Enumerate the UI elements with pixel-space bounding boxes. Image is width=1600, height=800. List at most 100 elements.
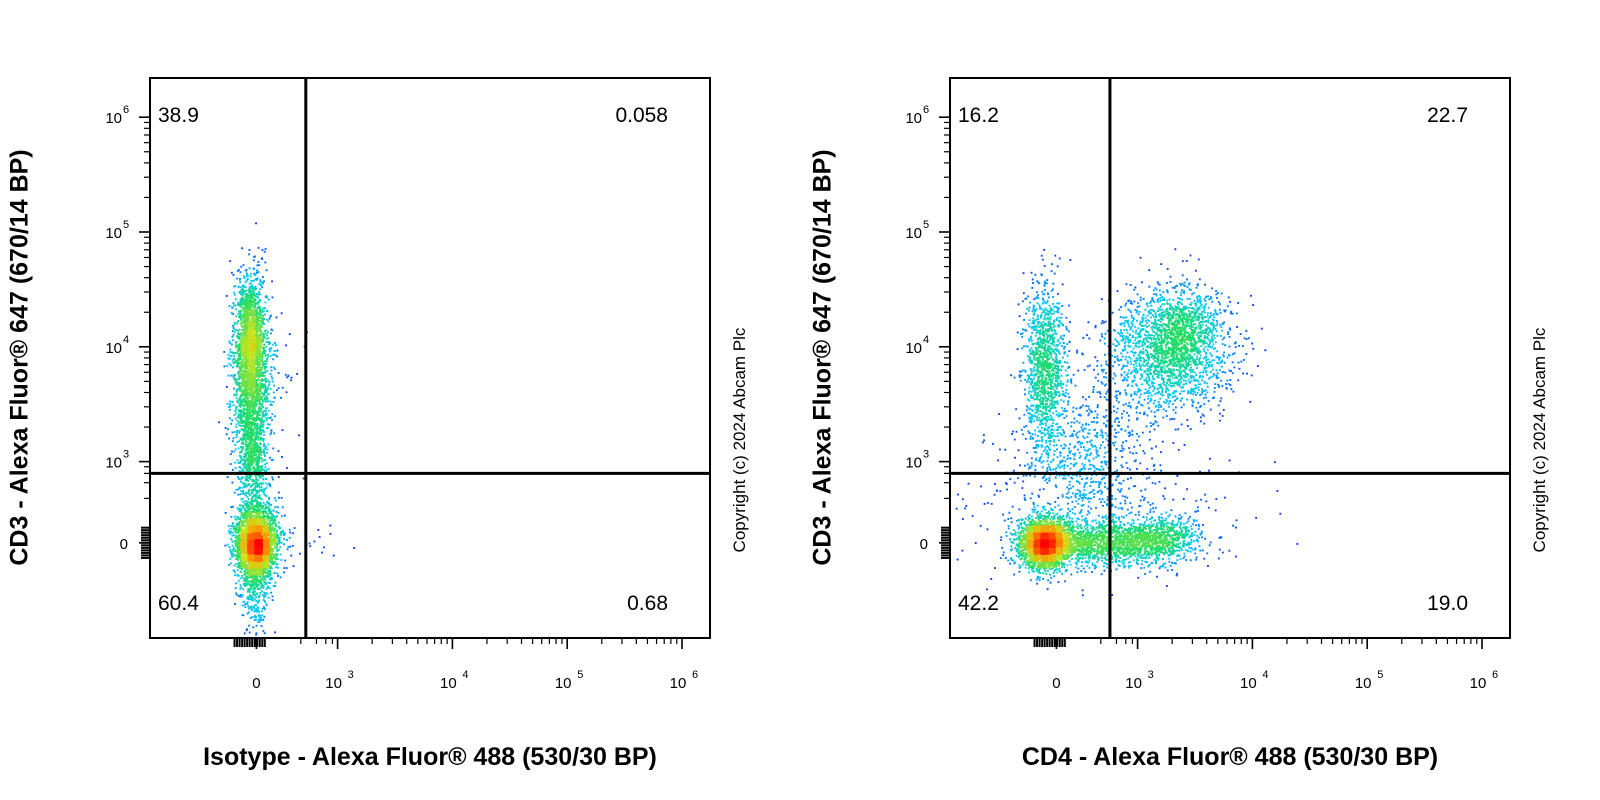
event-point (248, 607, 251, 610)
event-point (276, 506, 279, 509)
event-point (248, 300, 251, 302)
event-point (243, 397, 245, 400)
event-point (225, 295, 228, 297)
event-point (249, 338, 252, 341)
event-point (255, 368, 258, 371)
event-point (257, 302, 259, 305)
event-point (262, 630, 265, 632)
event-point (249, 436, 251, 439)
event-point (245, 418, 248, 420)
event-point (263, 581, 266, 583)
event-point (231, 324, 234, 327)
event-point (252, 352, 255, 354)
event-point (285, 344, 287, 347)
event-point (272, 353, 274, 356)
event-point (254, 303, 256, 306)
event-point (271, 522, 274, 525)
event-point (269, 519, 272, 522)
event-point (247, 508, 250, 511)
event-point (244, 429, 247, 432)
event-point (232, 554, 235, 557)
event-point (250, 405, 252, 408)
event-point (245, 431, 248, 434)
event-point (231, 481, 234, 484)
event-point (245, 402, 248, 405)
event-point (262, 346, 265, 349)
event-point (255, 373, 258, 376)
event-point (239, 303, 241, 305)
event-point (243, 291, 245, 294)
event-point (244, 437, 247, 440)
event-point (269, 542, 272, 544)
plot-panel-isotype: 38.9 0.058 60.4 0.68 0 0 10 3 10 3 10 4 10 4 10 5 10 5 10 6… (6, 77, 749, 771)
event-point (248, 249, 251, 251)
event-point (259, 429, 262, 431)
event-point (260, 585, 263, 587)
event-point (243, 462, 246, 465)
event-point (251, 401, 254, 404)
event-point (258, 407, 261, 410)
event-point (242, 490, 244, 493)
event-point (235, 582, 238, 585)
event-point (256, 577, 259, 580)
event-point (259, 288, 262, 291)
event-point (249, 434, 252, 437)
event-point (265, 505, 267, 508)
event-point (259, 432, 262, 435)
event-point (247, 428, 250, 431)
event-point (245, 578, 248, 580)
event-point (255, 569, 258, 572)
event-point (255, 391, 258, 394)
event-point (240, 350, 243, 353)
event-point (259, 424, 261, 427)
event-point (251, 295, 254, 298)
event-point (244, 443, 247, 445)
event-point (259, 340, 262, 343)
event-point (264, 518, 267, 521)
event-point (264, 301, 267, 304)
event-point (244, 573, 247, 576)
event-point (255, 582, 258, 585)
event-point (261, 373, 263, 376)
event-point (241, 338, 244, 341)
event-point (244, 304, 247, 306)
event-point (228, 531, 231, 534)
event-point (269, 566, 272, 569)
event-point (242, 530, 244, 533)
event-point (254, 255, 256, 258)
event-point (242, 407, 245, 410)
event-point (259, 283, 262, 286)
event-point (225, 385, 228, 388)
event-point (259, 489, 262, 491)
event-point (249, 287, 252, 289)
event-point (239, 595, 242, 598)
event-point (248, 489, 250, 492)
event-point (260, 468, 263, 470)
event-point (249, 384, 252, 386)
event-point (239, 567, 241, 569)
event-point (248, 358, 250, 361)
event-point (260, 485, 263, 488)
event-point (229, 260, 232, 263)
event-point (246, 308, 248, 311)
event-point (251, 518, 254, 521)
event-point (237, 359, 240, 361)
event-point (309, 545, 312, 548)
event-point (247, 476, 249, 479)
event-point (224, 544, 227, 547)
event-point (247, 573, 250, 576)
event-point (264, 455, 266, 457)
event-point (247, 296, 250, 299)
event-point (256, 583, 259, 586)
event-point (265, 381, 268, 383)
event-point (265, 524, 268, 527)
event-point (244, 504, 247, 506)
event-point (238, 397, 241, 400)
event-point (233, 378, 236, 381)
event-point (251, 329, 254, 332)
event-point (267, 426, 269, 429)
event-point (235, 539, 238, 542)
event-point (265, 329, 268, 332)
event-point (240, 476, 243, 479)
event-point (255, 427, 258, 430)
